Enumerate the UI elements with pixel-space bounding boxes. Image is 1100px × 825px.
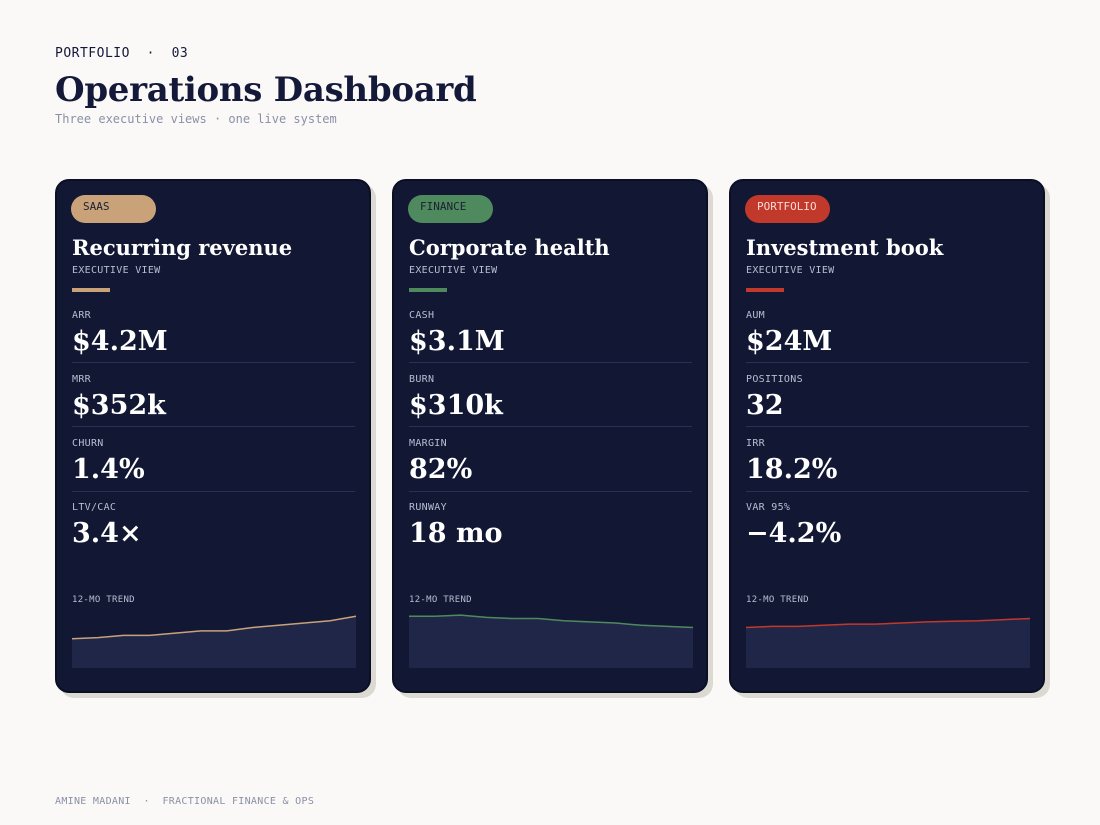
metric-label: IRR bbox=[746, 438, 765, 449]
divider bbox=[72, 362, 355, 363]
metric-value: $352k bbox=[72, 390, 166, 421]
category-badge: PORTFOLIO bbox=[745, 195, 830, 223]
trend-label: 12-MO TREND bbox=[746, 595, 809, 605]
metric-label: MRR bbox=[72, 374, 91, 385]
metric-label: CASH bbox=[409, 310, 435, 321]
metric-value: $24M bbox=[746, 326, 833, 357]
trend-sparkline bbox=[745, 617, 1031, 668]
metric-burn: BURN $310k bbox=[409, 374, 692, 421]
trend-sparkline bbox=[409, 614, 694, 668]
card-title: Investment book bbox=[746, 235, 944, 260]
divider bbox=[409, 426, 692, 427]
metric-label: BURN bbox=[409, 374, 435, 385]
accent-bar bbox=[746, 288, 784, 292]
card-subtitle: EXECUTIVE VIEW bbox=[746, 265, 835, 276]
trend-area bbox=[746, 618, 1030, 668]
divider bbox=[72, 491, 355, 492]
metric-runway: RUNWAY 18 mo bbox=[409, 502, 692, 549]
metric-margin: MARGIN 82% bbox=[409, 438, 692, 485]
divider bbox=[409, 362, 692, 363]
metric-value: $3.1M bbox=[409, 326, 505, 357]
metric-ltv-cac: LTV/CAC 3.4× bbox=[72, 502, 355, 549]
metric-value: 18.2% bbox=[746, 454, 838, 485]
metric-label: MARGIN bbox=[409, 438, 447, 449]
metric-irr: IRR 18.2% bbox=[746, 438, 1029, 485]
trend-label: 12-MO TREND bbox=[72, 595, 135, 605]
accent-bar bbox=[409, 288, 447, 292]
metric-label: AUM bbox=[746, 310, 765, 321]
metric-positions: POSITIONS 32 bbox=[746, 374, 1029, 421]
metric-value: $310k bbox=[409, 390, 503, 421]
divider bbox=[746, 362, 1029, 363]
trend-line bbox=[409, 614, 694, 629]
accent-bar bbox=[72, 288, 110, 292]
trend-area bbox=[409, 615, 693, 668]
metric-value: 18 mo bbox=[409, 518, 503, 549]
metric-aum: AUM $24M bbox=[746, 310, 1029, 357]
metric-mrr: MRR $352k bbox=[72, 374, 355, 421]
page-footer: AMINE MADANI · FRACTIONAL FINANCE & OPS bbox=[55, 796, 315, 807]
card-finance: FINANCE Corporate health EXECUTIVE VIEW … bbox=[392, 179, 708, 693]
card-subtitle: EXECUTIVE VIEW bbox=[72, 265, 161, 276]
metric-var: VAR 95% −4.2% bbox=[746, 502, 1029, 549]
metric-label: LTV/CAC bbox=[72, 502, 117, 513]
metric-cash: CASH $3.1M bbox=[409, 310, 692, 357]
page-title: Operations Dashboard bbox=[55, 70, 477, 110]
metric-label: CHURN bbox=[72, 438, 104, 449]
category-badge: FINANCE bbox=[408, 195, 493, 223]
metric-value: 82% bbox=[409, 454, 473, 485]
metric-value: −4.2% bbox=[746, 518, 842, 549]
metric-label: VAR 95% bbox=[746, 502, 791, 513]
card-subtitle: EXECUTIVE VIEW bbox=[409, 265, 498, 276]
metric-label: ARR bbox=[72, 310, 91, 321]
page-eyebrow: PORTFOLIO · 03 bbox=[55, 46, 189, 61]
trend-line bbox=[745, 617, 1031, 629]
metric-label: POSITIONS bbox=[746, 374, 803, 385]
card-portfolio: PORTFOLIO Investment book EXECUTIVE VIEW… bbox=[729, 179, 1045, 693]
metric-value: 3.4× bbox=[72, 518, 142, 549]
divider bbox=[746, 426, 1029, 427]
metric-churn: CHURN 1.4% bbox=[72, 438, 355, 485]
category-badge: SAAS bbox=[71, 195, 156, 223]
page-subtitle: Three executive views · one live system bbox=[55, 112, 337, 126]
divider bbox=[746, 491, 1029, 492]
metric-value: 1.4% bbox=[72, 454, 145, 485]
card-title: Corporate health bbox=[409, 235, 610, 260]
trend-sparkline bbox=[71, 615, 357, 668]
metric-value: $4.2M bbox=[72, 326, 168, 357]
trend-line bbox=[71, 615, 357, 640]
metric-arr: ARR $4.2M bbox=[72, 310, 355, 357]
trend-label: 12-MO TREND bbox=[409, 595, 472, 605]
metric-label: RUNWAY bbox=[409, 502, 447, 513]
trend-area bbox=[72, 616, 356, 668]
divider bbox=[72, 426, 355, 427]
card-title: Recurring revenue bbox=[72, 235, 293, 260]
card-saas: SAAS Recurring revenue EXECUTIVE VIEW AR… bbox=[55, 179, 371, 693]
divider bbox=[409, 491, 692, 492]
metric-value: 32 bbox=[746, 390, 784, 421]
